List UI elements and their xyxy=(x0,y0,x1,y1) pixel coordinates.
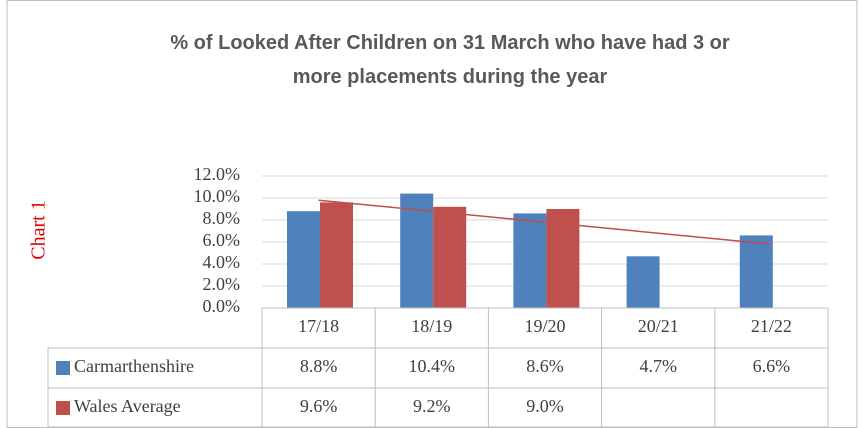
table-value: 8.6% xyxy=(526,356,564,376)
x-tick-label: 17/18 xyxy=(298,316,339,336)
table-value: 4.7% xyxy=(639,356,677,376)
table-value: 6.6% xyxy=(753,356,791,376)
bar xyxy=(287,211,320,308)
y-tick-label: 8.0% xyxy=(203,208,241,228)
bar xyxy=(626,256,660,308)
x-tick-label: 18/19 xyxy=(411,316,452,336)
table-value: 9.0% xyxy=(526,396,564,416)
x-tick-label: 19/20 xyxy=(524,316,565,336)
x-tick-label: 20/21 xyxy=(638,316,679,336)
legend-swatch xyxy=(56,401,70,415)
bar xyxy=(400,193,434,308)
y-tick-label: 4.0% xyxy=(203,252,241,272)
table-value: 8.8% xyxy=(300,356,338,376)
y-tick-label: 12.0% xyxy=(194,164,241,184)
annotation: Chart 1 xyxy=(28,200,50,259)
trendline xyxy=(318,199,772,245)
legend-swatch xyxy=(56,361,70,375)
y-tick-label: 0.0% xyxy=(203,296,241,316)
bar xyxy=(513,213,547,308)
bar xyxy=(433,206,467,308)
table-value: 10.4% xyxy=(409,356,456,376)
y-tick-label: 6.0% xyxy=(203,230,241,250)
bar xyxy=(739,235,773,308)
legend-label: Wales Average xyxy=(74,396,181,416)
y-tick-label: 2.0% xyxy=(203,274,241,294)
table-value: 9.2% xyxy=(413,396,451,416)
bar xyxy=(320,202,353,308)
y-tick-label: 10.0% xyxy=(194,186,241,206)
table-value: 9.6% xyxy=(300,396,338,416)
chart-title: % of Looked After Children on 31 March w… xyxy=(170,32,730,88)
x-tick-label: 21/22 xyxy=(751,316,792,336)
legend-label: Carmarthenshire xyxy=(74,356,194,376)
